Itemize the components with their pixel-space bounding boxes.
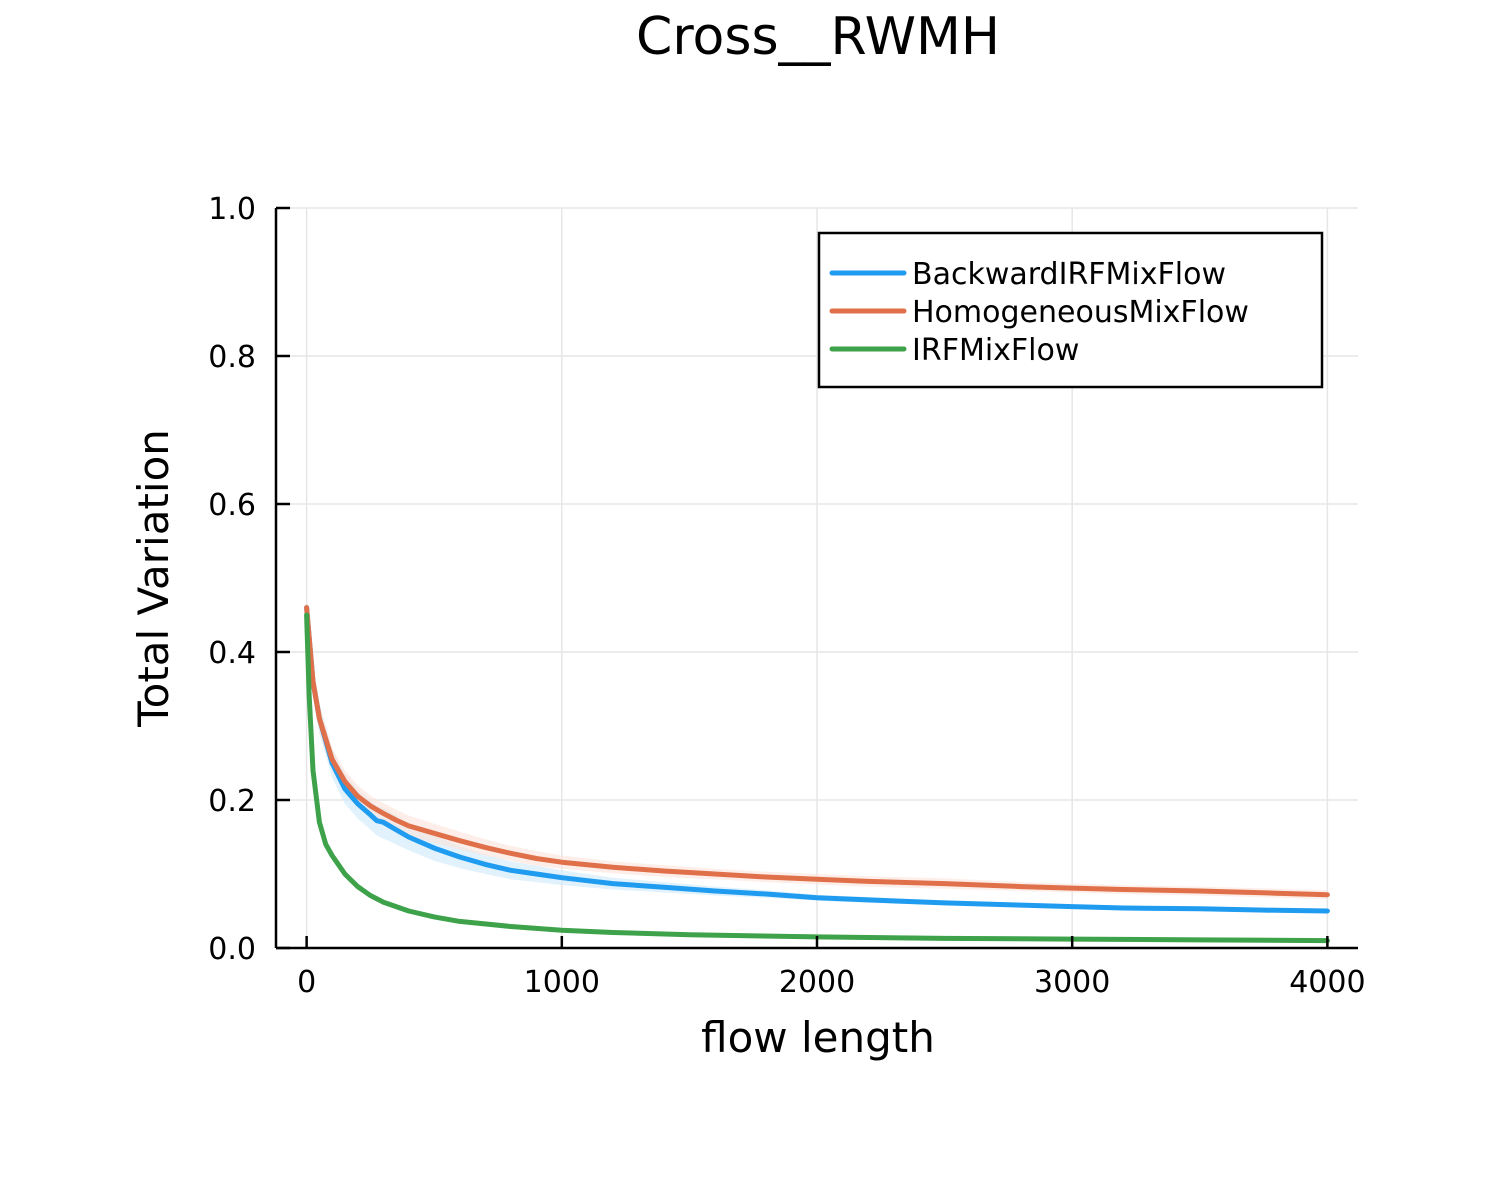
- axes: 0 1000 2000 3000 4000 0.0 0.2 0.4 0.6 0.8 1.0: [208, 192, 1365, 1000]
- y-tick-label: 0.4: [208, 636, 256, 671]
- legend-label-2: IRFMixFlow: [912, 333, 1079, 368]
- legend-label-0: BackwardIRFMixFlow: [912, 257, 1226, 292]
- x-axis-label: flow length: [701, 1013, 935, 1062]
- y-axis-label: Total Variation: [129, 429, 178, 728]
- y-tick-label: 0.2: [208, 784, 256, 819]
- y-tick-label: 0.6: [208, 488, 256, 523]
- series-line-1: [304, 605, 1330, 898]
- y-tick-label: 1.0: [208, 192, 256, 227]
- x-tick-label: 3000: [1034, 965, 1110, 1000]
- x-tick-label: 1000: [524, 965, 600, 1000]
- y-tick-label: 0.8: [208, 340, 256, 375]
- x-tick-label: 4000: [1289, 965, 1365, 1000]
- series-lines: [304, 605, 1330, 944]
- series-line-2: [304, 612, 1330, 944]
- x-tick-label: 2000: [779, 965, 855, 1000]
- series-line-0: [304, 605, 1330, 914]
- chart-title: Cross__RWMH: [636, 7, 1000, 67]
- legend: BackwardIRFMixFlowHomogeneousMixFlowIRFM…: [817, 231, 1324, 389]
- y-tick-label: 0.0: [208, 932, 256, 967]
- legend-label-1: HomogeneousMixFlow: [912, 295, 1249, 330]
- x-tick-label: 0: [297, 965, 316, 1000]
